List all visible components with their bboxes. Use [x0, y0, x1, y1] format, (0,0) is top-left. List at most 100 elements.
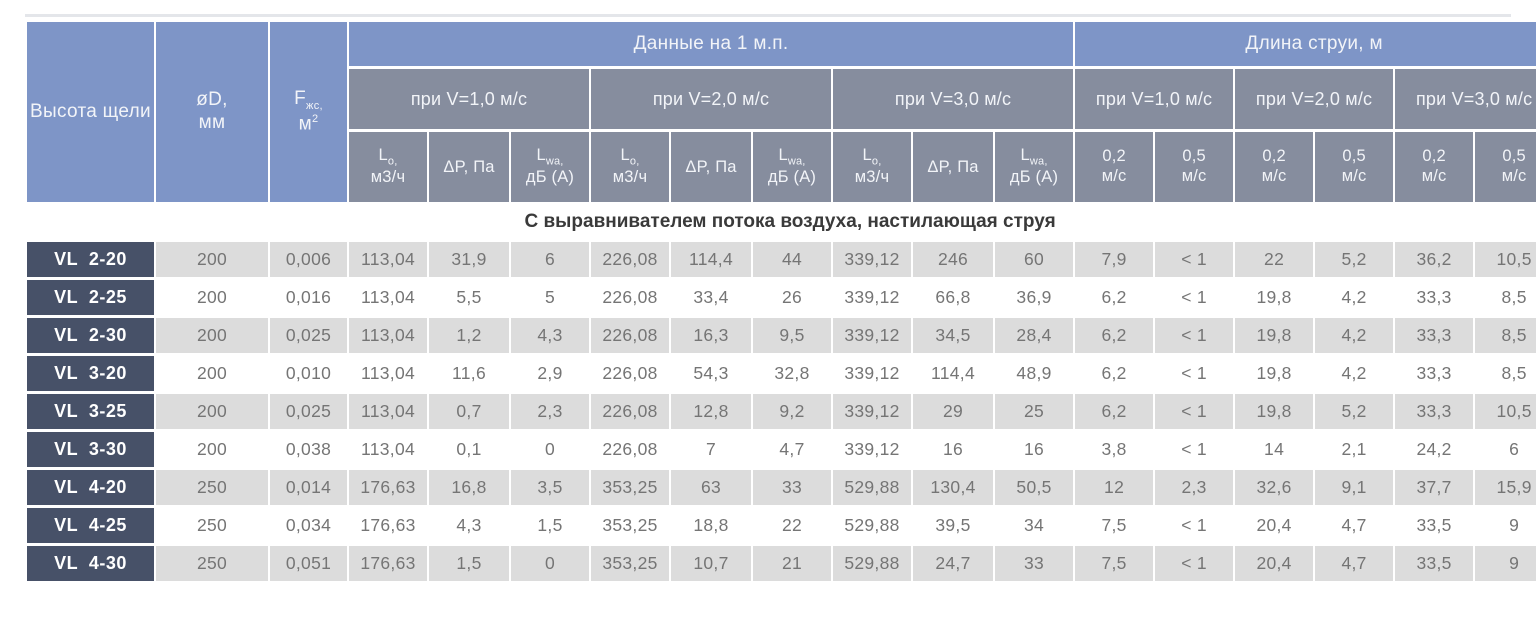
table-cell: 33,5 [1395, 508, 1474, 543]
row-label: VL 4-25 [27, 508, 154, 543]
section-banner-row: С выравнивателем потока воздуха, настила… [27, 205, 1536, 239]
table-cell: 0,7 [429, 394, 509, 429]
table-cell: 529,88 [833, 508, 911, 543]
header-dp-v3: ΔP, Па [913, 132, 993, 202]
table-cell: 200 [156, 356, 268, 391]
header-lwa-v2: Lwa, дБ (А) [753, 132, 831, 202]
header-jet-v2-05: 0,5 м/с [1315, 132, 1394, 202]
table-cell: 1,5 [511, 508, 589, 543]
table-cell: 19,8 [1235, 280, 1314, 315]
table-cell: 0,025 [270, 318, 347, 353]
section-banner: С выравнивателем потока воздуха, настила… [27, 205, 1536, 239]
header-jet-v2-02: 0,2 м/с [1235, 132, 1314, 202]
table-cell: 33,3 [1395, 318, 1474, 353]
table-cell: 200 [156, 432, 268, 467]
table-cell: 246 [913, 242, 993, 277]
table-cell: 12,8 [671, 394, 751, 429]
row-label: VL 4-20 [27, 470, 154, 505]
table-row: VL 2-30 200 0,025 113,04 1,2 4,3 226,08 16,3 9,5… [27, 318, 1536, 353]
table-cell: 39,5 [913, 508, 993, 543]
table-cell: 29 [913, 394, 993, 429]
table-cell: 226,08 [591, 242, 669, 277]
table-cell: 9,2 [753, 394, 831, 429]
table-cell: 0 [511, 546, 589, 581]
table-cell: 0,034 [270, 508, 347, 543]
table-cell: 6,2 [1075, 356, 1154, 391]
table-cell: 6,2 [1075, 318, 1154, 353]
table-cell: 31,9 [429, 242, 509, 277]
table-cell: 200 [156, 318, 268, 353]
table-cell: 1,2 [429, 318, 509, 353]
table-cell: < 1 [1155, 508, 1234, 543]
table-cell: 20,4 [1235, 508, 1314, 543]
table-cell: 19,8 [1235, 356, 1314, 391]
table-cell: 250 [156, 546, 268, 581]
table-cell: 9 [1475, 508, 1536, 543]
table-cell: 11,6 [429, 356, 509, 391]
header-jet-v1-02: 0,2 м/с [1075, 132, 1154, 202]
table-cell: 9,5 [753, 318, 831, 353]
table-cell: 50,5 [995, 470, 1074, 505]
table-cell: 113,04 [349, 356, 427, 391]
table-cell: 0,051 [270, 546, 347, 581]
table-cell: 200 [156, 394, 268, 429]
header-lo-v1: Lo, м3/ч [349, 132, 427, 202]
table-cell: 200 [156, 280, 268, 315]
header-data-v3: при V=3,0 м/с [833, 69, 1074, 129]
table-cell: 10,5 [1475, 242, 1536, 277]
table-cell: 21 [753, 546, 831, 581]
table-cell: 4,2 [1315, 280, 1394, 315]
row-label: VL 2-25 [27, 280, 154, 315]
table-cell: 33,3 [1395, 356, 1474, 391]
table-cell: 0,1 [429, 432, 509, 467]
table-cell: 226,08 [591, 356, 669, 391]
table-cell: 4,2 [1315, 318, 1394, 353]
row-label: VL 2-30 [27, 318, 154, 353]
table-cell: 0,025 [270, 394, 347, 429]
table-cell: 54,3 [671, 356, 751, 391]
header-data-v1: при V=1,0 м/с [349, 69, 589, 129]
header-diameter: øD, мм [156, 22, 268, 202]
table-cell: 176,63 [349, 508, 427, 543]
table-cell: 22 [1235, 242, 1314, 277]
header-lo-v3: Lo, м3/ч [833, 132, 911, 202]
header-jet-v3: при V=3,0 м/с [1395, 69, 1536, 129]
table-cell: 114,4 [913, 356, 993, 391]
table-cell: 339,12 [833, 394, 911, 429]
table-cell: 0,006 [270, 242, 347, 277]
table-cell: 114,4 [671, 242, 751, 277]
table-cell: 15,9 [1475, 470, 1536, 505]
table-cell: 2,9 [511, 356, 589, 391]
table-cell: 5,5 [429, 280, 509, 315]
table-cell: 25 [995, 394, 1074, 429]
table-cell: 12 [1075, 470, 1154, 505]
table-cell: 250 [156, 508, 268, 543]
row-label: VL 2-20 [27, 242, 154, 277]
table-cell: 529,88 [833, 470, 911, 505]
table-row: VL 3-30 200 0,038 113,04 0,1 0 226,08 7 4,7 339,1… [27, 432, 1536, 467]
spec-table: Высота щели øD, мм Fжс, м2 Данные на 1 м… [25, 19, 1536, 584]
table-cell: 28,4 [995, 318, 1074, 353]
row-label: VL 3-20 [27, 356, 154, 391]
table-cell: 0,016 [270, 280, 347, 315]
table-cell: 0 [511, 432, 589, 467]
table-cell: 7,5 [1075, 508, 1154, 543]
table-cell: 33,5 [1395, 546, 1474, 581]
table-cell: 44 [753, 242, 831, 277]
row-label: VL 3-30 [27, 432, 154, 467]
table-cell: 250 [156, 470, 268, 505]
row-label: VL 4-30 [27, 546, 154, 581]
table-cell: 9,1 [1315, 470, 1394, 505]
table-cell: 4,7 [753, 432, 831, 467]
table-cell: 10,7 [671, 546, 751, 581]
header-jet-v1: при V=1,0 м/с [1075, 69, 1234, 129]
table-cell: 113,04 [349, 280, 427, 315]
table-cell: 16 [995, 432, 1074, 467]
table-cell: 0,014 [270, 470, 347, 505]
table-cell: 66,8 [913, 280, 993, 315]
header-f-area: Fжс, м2 [270, 22, 347, 202]
header-lo-v2: Lo, м3/ч [591, 132, 669, 202]
table-cell: 4,2 [1315, 356, 1394, 391]
table-cell: 3,5 [511, 470, 589, 505]
table-cell: 4,7 [1315, 546, 1394, 581]
